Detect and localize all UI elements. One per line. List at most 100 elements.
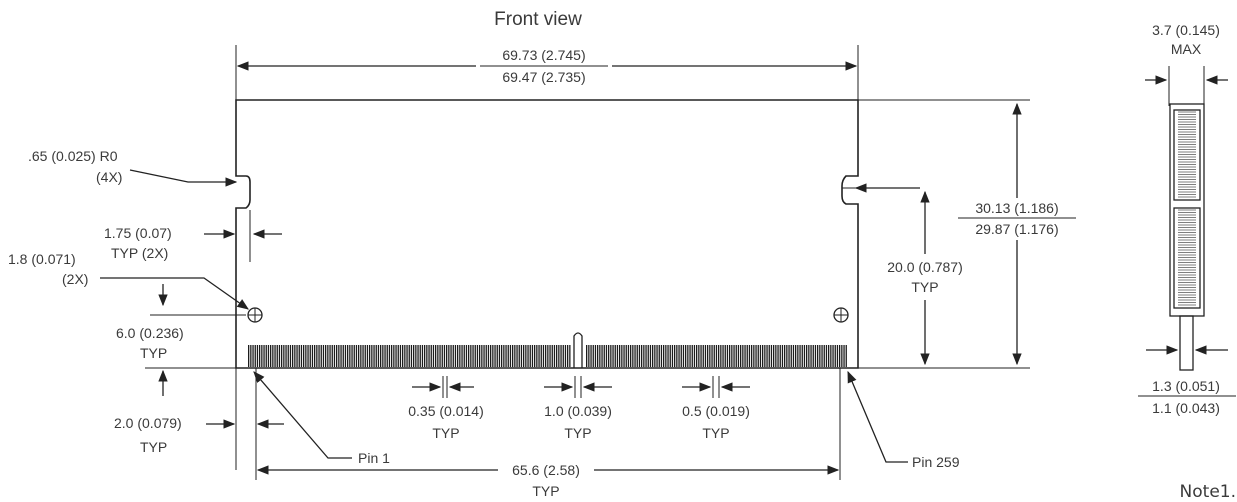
pin xyxy=(380,345,382,367)
pin xyxy=(404,345,406,367)
pin xyxy=(468,345,470,367)
pin xyxy=(382,345,384,367)
thickness-label: 3.7 (0.145) xyxy=(1152,22,1220,38)
pin xyxy=(371,345,373,367)
pin-span-label: 65.6 (2.58) xyxy=(512,462,580,478)
side-chip-hatching xyxy=(1178,111,1196,306)
pin xyxy=(786,345,788,367)
pin xyxy=(817,345,819,367)
module-outline xyxy=(235,99,859,369)
pin xyxy=(784,345,786,367)
pin xyxy=(426,345,428,367)
pin xyxy=(320,345,322,367)
pin xyxy=(799,345,801,367)
pin xyxy=(503,345,505,367)
pin xyxy=(402,345,404,367)
pin xyxy=(388,345,391,367)
pin xyxy=(419,345,421,367)
pin xyxy=(452,345,454,367)
pin xyxy=(542,345,545,367)
pin xyxy=(410,345,413,367)
pin xyxy=(790,345,792,367)
pin xyxy=(678,345,680,367)
pin xyxy=(509,345,512,367)
pin xyxy=(375,345,377,367)
pin xyxy=(435,345,437,367)
pin xyxy=(569,345,571,367)
pin xyxy=(753,345,755,367)
pin xyxy=(843,345,845,367)
pin xyxy=(428,345,430,367)
pin xyxy=(553,345,556,367)
notch-offset-label: 1.75 (0.07) xyxy=(104,225,172,241)
pin259-label: Pin 259 xyxy=(912,454,960,470)
pin xyxy=(594,345,597,367)
pin xyxy=(797,345,799,367)
pin xyxy=(437,345,439,367)
pin xyxy=(801,345,803,367)
pin xyxy=(810,345,812,367)
pin xyxy=(305,345,307,367)
pin259-leader xyxy=(847,370,908,463)
pin xyxy=(430,345,432,367)
pin xyxy=(781,345,784,367)
pin xyxy=(645,345,647,367)
pin xyxy=(841,345,843,367)
pin xyxy=(698,345,700,367)
pin xyxy=(250,345,252,367)
pin xyxy=(490,345,492,367)
pin xyxy=(529,345,531,367)
pin xyxy=(364,345,366,367)
pin xyxy=(560,345,562,367)
pin xyxy=(417,345,419,367)
pin xyxy=(353,345,355,367)
pin xyxy=(656,345,658,367)
pin xyxy=(311,345,314,367)
pin xyxy=(505,345,507,367)
pin xyxy=(638,345,641,367)
pin xyxy=(757,345,759,367)
pin xyxy=(556,345,558,367)
hole-dia-leader xyxy=(100,277,249,310)
pin xyxy=(669,345,671,367)
hole-dia-label: 1.8 (0.071) xyxy=(8,251,76,267)
pin xyxy=(296,345,298,367)
pin xyxy=(773,345,775,367)
note-label: Note1. xyxy=(1180,482,1236,502)
pin xyxy=(322,345,325,367)
pin xyxy=(344,345,347,367)
pin xyxy=(729,345,731,367)
pin xyxy=(764,345,766,367)
pin-width-label: 0.35 (0.014) xyxy=(408,403,484,419)
pin xyxy=(768,345,770,367)
key-width-typ-label: TYP xyxy=(564,425,591,441)
pin xyxy=(634,345,636,367)
pin xyxy=(685,345,687,367)
pin xyxy=(564,345,567,367)
pin xyxy=(832,345,834,367)
pin xyxy=(707,345,709,367)
pin xyxy=(836,345,839,367)
pin xyxy=(492,345,494,367)
pin xyxy=(494,345,496,367)
pin xyxy=(806,345,808,367)
corner-radius-qty-label: (4X) xyxy=(96,169,122,185)
pin xyxy=(415,345,417,367)
pin xyxy=(616,345,619,367)
pin xyxy=(373,345,375,367)
pin xyxy=(746,345,748,367)
pin xyxy=(472,345,474,367)
pin xyxy=(454,345,457,367)
pin xyxy=(680,345,682,367)
corner-radius-leader xyxy=(129,169,238,187)
pin xyxy=(718,345,720,367)
pin xyxy=(259,345,261,367)
pin xyxy=(641,345,643,367)
pin xyxy=(586,345,588,367)
pin xyxy=(252,345,254,367)
pin xyxy=(399,345,402,367)
pin xyxy=(408,345,410,367)
pin xyxy=(590,345,592,367)
hole-qty-label: (2X) xyxy=(62,271,88,287)
pin xyxy=(610,345,612,367)
